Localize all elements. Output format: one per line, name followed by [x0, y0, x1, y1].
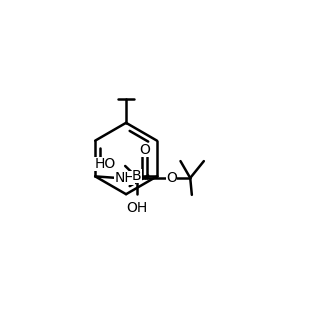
- Text: O: O: [139, 144, 150, 157]
- Text: HO: HO: [94, 157, 116, 171]
- Text: O: O: [166, 171, 177, 185]
- Text: B: B: [132, 169, 142, 183]
- Text: NH: NH: [114, 171, 135, 185]
- Text: OH: OH: [126, 201, 148, 215]
